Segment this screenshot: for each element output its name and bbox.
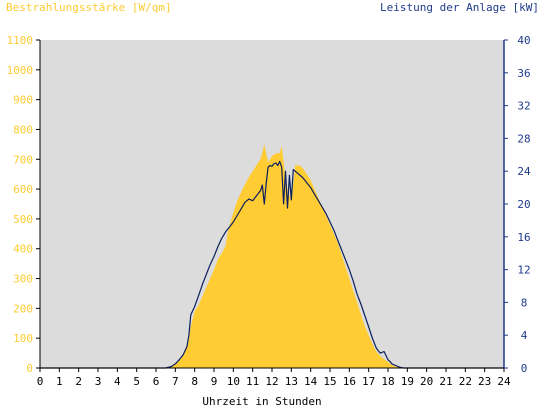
left-tick-label: 400 xyxy=(13,243,33,256)
right-tick-label: 28 xyxy=(517,132,530,145)
ticks-layer: 0100200300400500600700800900100011000481… xyxy=(7,34,531,388)
x-tick-label: 23 xyxy=(478,375,491,388)
left-tick-label: 900 xyxy=(13,94,33,107)
x-tick-label: 21 xyxy=(439,375,452,388)
left-tick-label: 600 xyxy=(13,183,33,196)
x-tick-label: 6 xyxy=(153,375,160,388)
right-axis-title: Leistung der Anlage [kW] xyxy=(380,1,539,14)
series-layer xyxy=(40,144,504,369)
x-tick-label: 15 xyxy=(323,375,336,388)
x-tick-label: 19 xyxy=(401,375,414,388)
x-tick-label: 14 xyxy=(304,375,318,388)
x-tick-label: 5 xyxy=(133,375,140,388)
right-tick-label: 8 xyxy=(521,296,528,309)
x-tick-label: 13 xyxy=(285,375,298,388)
right-tick-label: 16 xyxy=(517,231,530,244)
x-tick-label: 2 xyxy=(75,375,82,388)
right-tick-label: 12 xyxy=(517,264,530,277)
x-tick-label: 16 xyxy=(343,375,356,388)
x-tick-label: 12 xyxy=(265,375,278,388)
x-tick-label: 8 xyxy=(191,375,198,388)
right-tick-label: 36 xyxy=(517,67,530,80)
x-tick-label: 24 xyxy=(497,375,511,388)
left-tick-label: 500 xyxy=(13,213,33,226)
irradiance-area xyxy=(40,144,504,368)
x-tick-label: 22 xyxy=(459,375,472,388)
left-tick-label: 0 xyxy=(26,362,33,375)
left-tick-label: 200 xyxy=(13,302,33,315)
left-tick-label: 700 xyxy=(13,153,33,166)
right-tick-label: 40 xyxy=(517,34,530,47)
right-tick-label: 4 xyxy=(521,329,528,342)
x-tick-label: 3 xyxy=(95,375,102,388)
power-line xyxy=(40,160,504,369)
right-tick-label: 24 xyxy=(517,165,531,178)
x-tick-label: 4 xyxy=(114,375,121,388)
x-tick-label: 20 xyxy=(420,375,433,388)
right-tick-label: 32 xyxy=(517,100,530,113)
right-tick-label: 0 xyxy=(521,362,528,375)
x-tick-label: 10 xyxy=(227,375,240,388)
x-tick-label: 0 xyxy=(37,375,44,388)
x-tick-label: 7 xyxy=(172,375,179,388)
left-tick-label: 100 xyxy=(13,332,33,345)
left-tick-label: 800 xyxy=(13,123,33,136)
left-tick-label: 1000 xyxy=(7,64,34,77)
x-axis-title: Uhrzeit in Stunden xyxy=(202,395,321,408)
x-tick-label: 1 xyxy=(56,375,63,388)
left-axis-title: Bestrahlungsstärke [W/qm] xyxy=(6,1,172,14)
x-tick-label: 18 xyxy=(381,375,394,388)
x-tick-label: 11 xyxy=(246,375,259,388)
left-tick-label: 1100 xyxy=(7,34,34,47)
x-tick-label: 9 xyxy=(211,375,218,388)
x-tick-label: 17 xyxy=(362,375,375,388)
right-tick-label: 20 xyxy=(517,198,530,211)
left-tick-label: 300 xyxy=(13,273,33,286)
